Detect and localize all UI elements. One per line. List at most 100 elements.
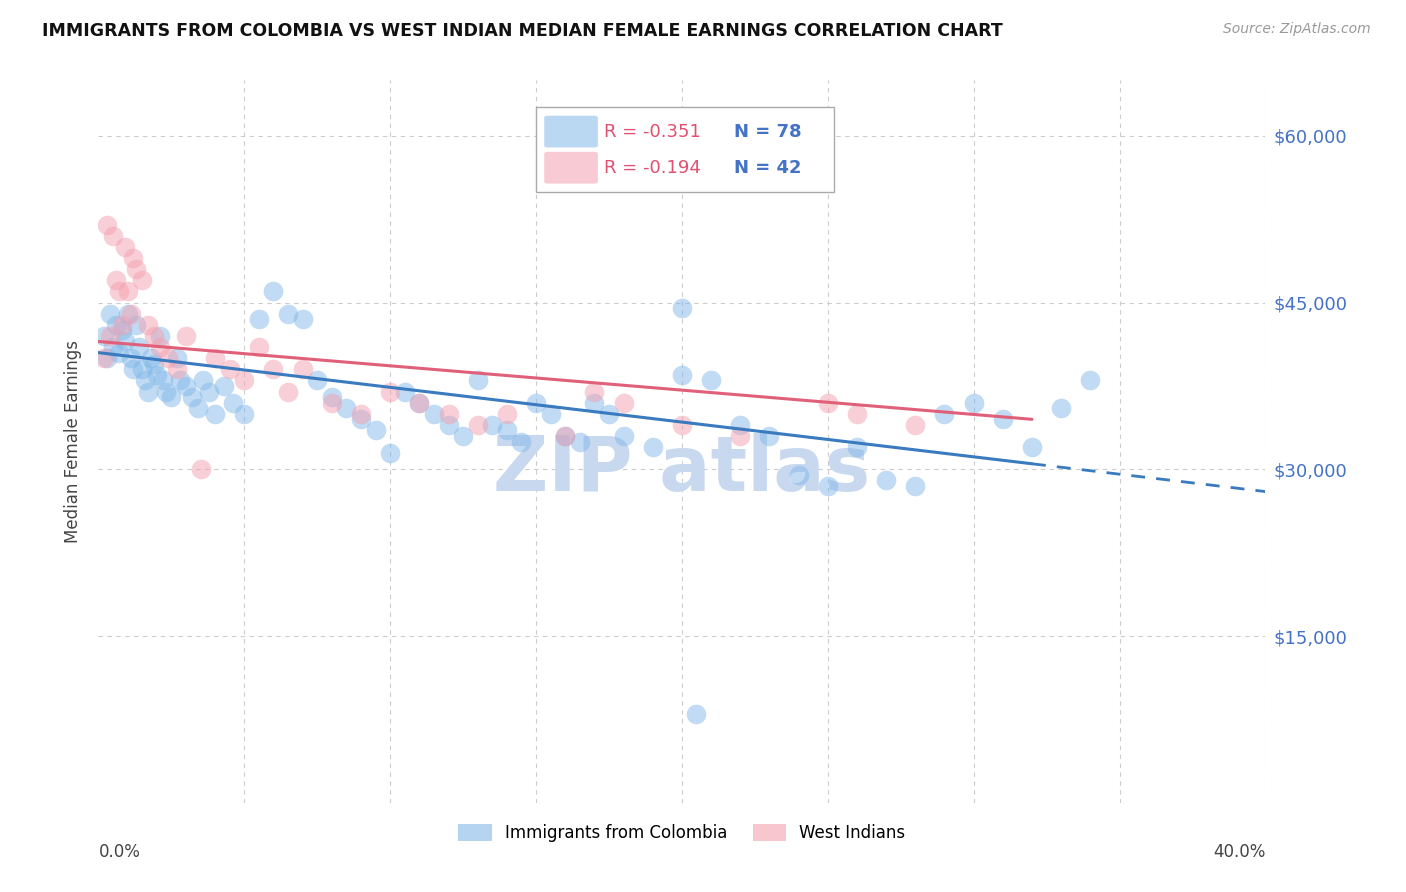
Text: ZIP atlas: ZIP atlas (494, 434, 870, 508)
Point (204, 407, 226, 421)
Point (125, 262, 148, 277)
Text: R = -0.351: R = -0.351 (603, 122, 700, 141)
Point (142, 357, 165, 371)
Point (408, 395, 430, 409)
Point (93, 329, 115, 343)
Point (117, 307, 139, 321)
Point (467, 417, 489, 432)
Point (598, 407, 620, 421)
Text: R = -0.194: R = -0.194 (603, 159, 700, 177)
Point (146, 368, 169, 382)
Point (350, 407, 373, 421)
Point (991, 412, 1014, 426)
Point (496, 407, 519, 421)
Point (193, 373, 215, 387)
Point (169, 373, 191, 387)
Point (198, 384, 221, 399)
Point (641, 440, 664, 454)
Point (380, 445, 402, 459)
Point (233, 407, 256, 421)
Point (136, 318, 159, 332)
Point (1021, 440, 1043, 454)
Point (875, 474, 897, 488)
Point (700, 373, 723, 387)
Point (846, 407, 869, 421)
Point (131, 273, 153, 287)
Point (149, 340, 172, 354)
Point (149, 329, 172, 343)
Point (120, 351, 142, 366)
Point (117, 285, 139, 299)
Point (96, 218, 118, 232)
Point (187, 401, 209, 416)
Point (758, 429, 780, 443)
Point (277, 384, 299, 399)
Point (98, 307, 121, 321)
Point (540, 407, 562, 421)
Point (204, 351, 226, 366)
Point (166, 362, 188, 376)
Text: IMMIGRANTS FROM COLOMBIA VS WEST INDIAN MEDIAN FEMALE EARNINGS CORRELATION CHART: IMMIGRANTS FROM COLOMBIA VS WEST INDIAN … (42, 22, 1002, 40)
Legend: Immigrants from Colombia, West Indians: Immigrants from Colombia, West Indians (451, 817, 912, 848)
Point (612, 429, 634, 443)
Text: 40.0%: 40.0% (1213, 843, 1265, 861)
Point (262, 285, 284, 299)
Point (108, 285, 131, 299)
Point (262, 362, 284, 376)
Point (730, 429, 752, 443)
Point (496, 424, 519, 438)
Point (350, 412, 373, 426)
Point (142, 329, 165, 343)
Point (554, 429, 576, 443)
Point (233, 373, 256, 387)
Point (190, 462, 212, 476)
Point (554, 429, 576, 443)
Point (111, 318, 134, 332)
Point (114, 240, 136, 254)
Point (962, 395, 984, 409)
Point (111, 323, 134, 337)
Point (101, 340, 124, 354)
Text: N = 78: N = 78 (734, 122, 801, 141)
Point (583, 384, 606, 399)
Point (277, 307, 299, 321)
Text: Source: ZipAtlas.com: Source: ZipAtlas.com (1223, 22, 1371, 37)
Point (218, 362, 240, 376)
Point (180, 390, 202, 404)
Point (335, 401, 357, 416)
Point (174, 329, 197, 343)
Point (166, 351, 188, 366)
Point (108, 345, 131, 359)
Point (125, 318, 148, 332)
Point (817, 395, 839, 409)
Point (139, 351, 162, 366)
Point (467, 373, 489, 387)
Point (101, 228, 124, 243)
Point (134, 373, 156, 387)
Point (685, 706, 707, 721)
Point (671, 368, 693, 382)
Point (152, 373, 174, 387)
Point (155, 384, 177, 399)
Point (291, 362, 314, 376)
Point (157, 351, 180, 366)
Point (1050, 401, 1073, 416)
Point (817, 479, 839, 493)
Point (321, 395, 343, 409)
Point (93, 351, 115, 366)
Point (671, 417, 693, 432)
Point (408, 395, 430, 409)
Point (128, 340, 150, 354)
Point (114, 334, 136, 349)
Point (904, 479, 927, 493)
Point (510, 434, 533, 449)
Point (583, 395, 606, 409)
Point (291, 312, 314, 326)
Point (96, 351, 118, 366)
FancyBboxPatch shape (544, 152, 598, 184)
Point (394, 384, 416, 399)
Point (481, 417, 503, 432)
Point (437, 407, 460, 421)
Point (321, 390, 343, 404)
Point (437, 417, 460, 432)
